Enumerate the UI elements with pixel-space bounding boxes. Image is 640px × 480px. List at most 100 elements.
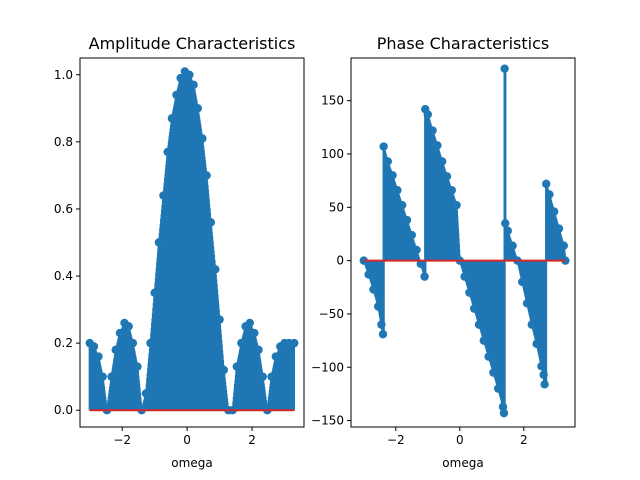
phase-stem-marker: [428, 126, 437, 135]
phase-stem-marker: [374, 302, 383, 311]
amplitude-stem-marker: [250, 328, 259, 338]
phase-stem-marker: [498, 402, 508, 411]
phase-stem-marker: [393, 186, 402, 195]
phase-stem-marker: [420, 272, 429, 281]
phase-chart-title: Phase Characteristics: [377, 34, 549, 53]
amplitude-plot-area: [85, 67, 299, 415]
phase-stem-marker: [465, 288, 474, 297]
amplitude-stem-marker: [185, 70, 194, 79]
phase-stem-marker: [500, 64, 509, 73]
phase-xtick-label: 0: [456, 433, 464, 447]
phase-stem-marker: [539, 370, 548, 379]
phase-stem-marker: [364, 270, 373, 279]
amplitude-stem-marker: [107, 372, 116, 381]
phase-stem-marker: [388, 171, 397, 180]
amplitude-chart-title: Amplitude Characteristics: [89, 34, 296, 53]
phase-stem-marker: [479, 336, 488, 345]
phase-stem-marker: [383, 157, 392, 166]
phase-ytick-label: 100: [321, 147, 344, 161]
phase-stem-marker: [522, 299, 532, 308]
amplitude-stem-marker: [94, 352, 103, 361]
amplitude-stem-marker: [290, 338, 299, 348]
phase-stem-marker: [407, 230, 416, 240]
phase-stem-marker: [501, 219, 510, 228]
phase-stem-marker: [550, 207, 559, 216]
amplitude-stem-marker: [154, 238, 164, 247]
phase-stem-marker: [542, 179, 551, 189]
phase-ytick-label: 50: [329, 200, 344, 214]
amplitude-xtick-label: 0: [183, 433, 191, 447]
phase-ytick-label: −150: [311, 414, 344, 428]
amplitude-ytick-label: 0.8: [54, 135, 73, 149]
phase-stem-marker: [540, 380, 549, 389]
amplitude-stem-marker: [232, 362, 241, 371]
amplitude-stem-marker: [189, 80, 198, 90]
amplitude-xlabel: omega: [171, 456, 212, 470]
phase-stem-marker: [402, 215, 412, 225]
amplitude-stem-marker: [172, 90, 181, 100]
phase-stem-marker: [508, 241, 517, 250]
amplitude-stem-marker: [267, 372, 276, 381]
phase-ytick-label: 150: [321, 94, 344, 108]
amplitude-stem-marker: [176, 73, 185, 83]
phase-ytick-label: −50: [319, 307, 344, 321]
amplitude-stem-marker: [89, 342, 99, 351]
phase-stem-marker: [438, 157, 447, 166]
phase-stem-marker: [494, 384, 503, 393]
phase-stem-marker: [412, 245, 421, 255]
amplitude-stem-marker: [111, 345, 120, 355]
phase-stem-marker: [379, 142, 388, 151]
phase-stem-marker: [378, 330, 388, 339]
amplitude-chart: Amplitude Characteristics −2 0 2 0.0 0.2 0.4 0…: [54, 34, 305, 470]
phase-stem-marker: [442, 172, 452, 181]
amplitude-stem-marker: [211, 265, 220, 274]
amplitude-stem-marker: [245, 318, 254, 328]
phase-stem-marker: [499, 408, 509, 418]
phase-ytick-label: −100: [311, 360, 344, 374]
phase-stem-marker: [518, 277, 527, 287]
amplitude-stem-marker: [215, 315, 224, 324]
amplitude-xtick-label: −2: [113, 433, 131, 447]
amplitude-stem-marker: [115, 328, 125, 338]
phase-xtick-label: −2: [387, 433, 405, 447]
amplitude-stem-marker: [124, 322, 133, 331]
phase-stem-marker: [554, 224, 564, 233]
amplitude-axes-frame: [79, 57, 305, 428]
amplitude-ytick-label: 1.0: [54, 68, 73, 82]
amplitude-stem-marker: [141, 389, 151, 398]
phase-axes-frame: [350, 57, 576, 428]
phase-stem-marker: [369, 285, 378, 294]
amplitude-stem-marker: [163, 147, 172, 157]
amplitude-stem-marker: [237, 338, 246, 348]
amplitude-stem-marker: [133, 362, 142, 371]
amplitude-stem-marker: [219, 365, 229, 375]
amplitude-ytick-label: 0.4: [54, 269, 73, 283]
amplitude-stem-marker: [206, 218, 216, 227]
phase-stem-marker: [460, 272, 469, 281]
phase-stem-marker: [377, 320, 386, 329]
amplitude-stem-marker: [202, 171, 211, 180]
phase-stem-marker: [527, 320, 536, 329]
phase-stem-marker: [447, 186, 456, 195]
phase-stem-marker: [559, 241, 568, 250]
phase-chart: Phase Characteristics −2 0 2 −150 −100 −50 0 50…: [311, 34, 576, 470]
phase-xtick-label: 2: [520, 433, 528, 447]
amplitude-stem-marker: [159, 191, 168, 200]
phase-stem-marker: [474, 320, 484, 329]
amplitude-stem-marker: [193, 104, 203, 113]
phase-stem-marker: [532, 339, 541, 349]
phase-plot-area: [359, 64, 570, 418]
amplitude-stem-marker: [128, 338, 138, 348]
phase-stem-marker: [433, 141, 442, 150]
phase-ytick-label: 0: [336, 254, 344, 268]
phase-stem-marker: [398, 200, 407, 210]
phase-ticks: −2 0 2 −150 −100 −50 0 50 100 150: [311, 94, 528, 447]
phase-stem-marker: [545, 190, 554, 199]
amplitude-ytick-label: 0.6: [54, 202, 73, 216]
phase-stem-marker: [484, 352, 493, 361]
amplitude-stem-marker: [167, 114, 177, 123]
phase-stem-marker: [503, 226, 512, 235]
amplitude-stem-marker: [271, 352, 280, 361]
